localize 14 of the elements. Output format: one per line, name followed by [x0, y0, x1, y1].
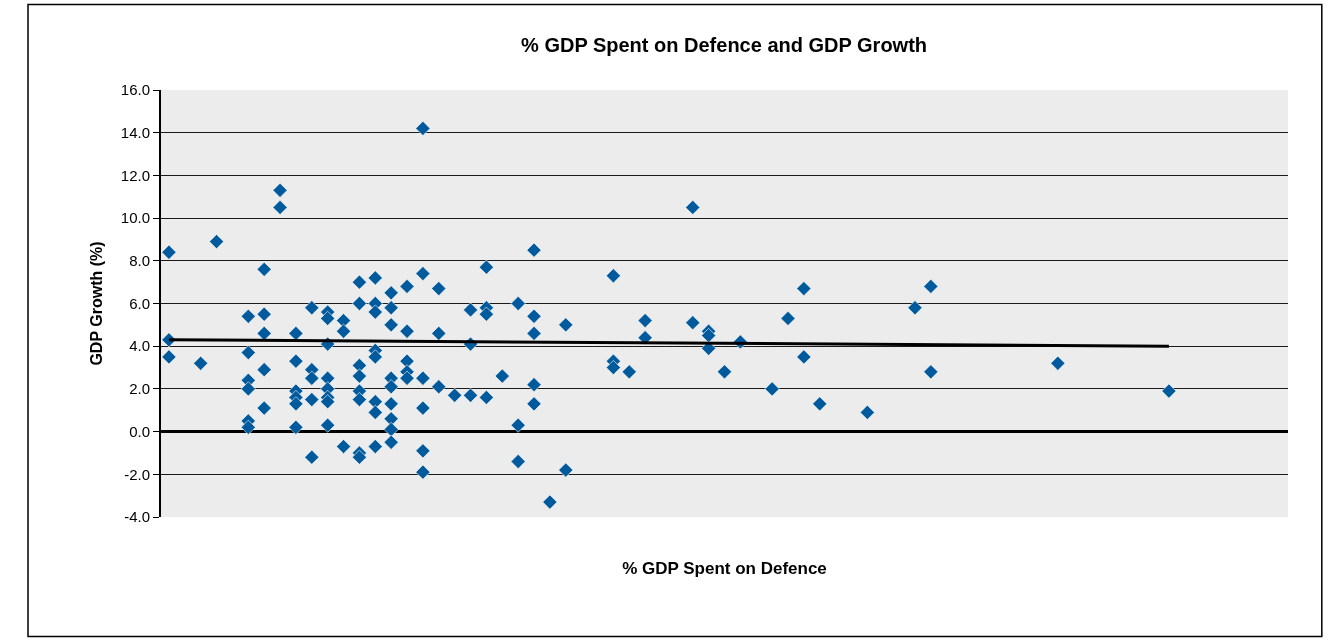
y-axis-title: GDP Growth (%)	[88, 241, 106, 366]
y-tick-label: 4.0	[129, 337, 150, 355]
y-tick-label: 12.0	[120, 166, 150, 184]
y-tick-label: 16.0	[120, 81, 150, 99]
y-tick-label: 14.0	[120, 123, 150, 141]
y-tick-label: 8.0	[129, 252, 150, 270]
y-tick-label: 6.0	[129, 294, 150, 312]
x-axis-title: % GDP Spent on Defence	[622, 559, 827, 579]
chart-title: % GDP Spent on Defence and GDP Growth	[521, 33, 928, 56]
y-tick-label: 0.0	[129, 422, 150, 440]
y-tick-label: 10.0	[120, 209, 150, 227]
y-tick-label: -4.0	[124, 508, 150, 526]
y-tick-label: 2.0	[129, 380, 150, 398]
y-tick-label: -2.0	[124, 465, 150, 483]
